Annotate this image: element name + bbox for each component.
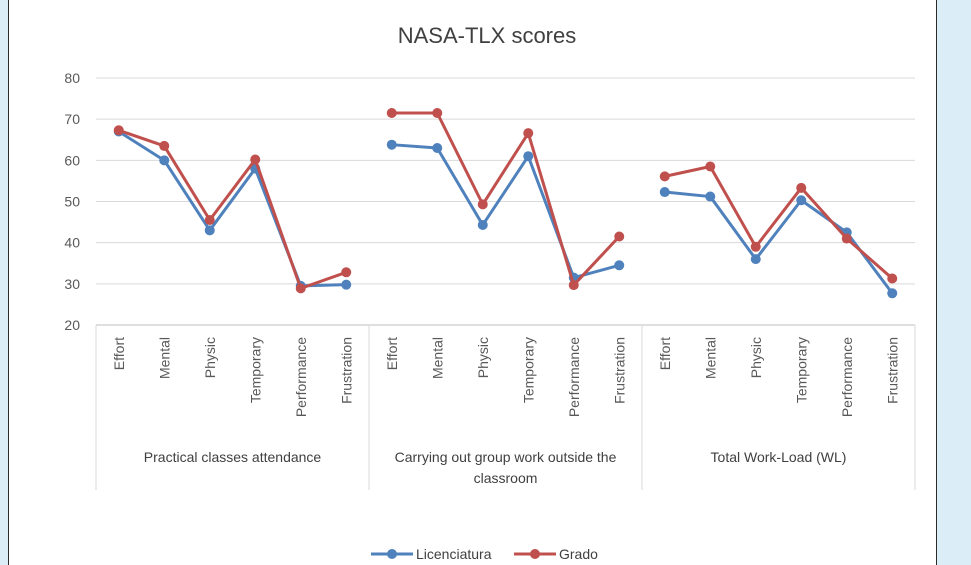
data-point bbox=[796, 182, 807, 193]
series-line bbox=[664, 190, 894, 295]
data-point bbox=[705, 191, 716, 202]
data-point bbox=[750, 254, 761, 265]
data-point bbox=[250, 154, 261, 165]
data-point bbox=[477, 199, 488, 210]
legend-label: Licenciatura bbox=[416, 546, 492, 562]
x-tick-label: Temporary bbox=[520, 337, 536, 403]
legend-item: Grado bbox=[514, 546, 598, 562]
chart-title: NASA-TLX scores bbox=[398, 23, 577, 48]
x-tick-label: Effort bbox=[111, 337, 127, 370]
x-tick-label: Performance bbox=[839, 337, 855, 417]
y-tick-label: 30 bbox=[64, 276, 80, 292]
group-label: Total Work-Load (WL) bbox=[711, 449, 847, 465]
data-point bbox=[341, 267, 352, 278]
y-tick-label: 80 bbox=[64, 70, 80, 86]
data-point bbox=[659, 171, 670, 182]
data-point bbox=[432, 107, 443, 118]
legend: Licenciatura Grado bbox=[371, 546, 598, 562]
series-line bbox=[664, 165, 894, 280]
data-point bbox=[523, 151, 534, 162]
x-tick-label: Performance bbox=[293, 337, 309, 417]
x-axis: Effort Mental Physic Temporary Performance Fr… bbox=[95, 325, 916, 490]
series-line bbox=[391, 143, 620, 280]
data-point bbox=[113, 125, 124, 136]
x-tick-label: Effort bbox=[384, 337, 400, 370]
data-point bbox=[523, 128, 534, 139]
data-point bbox=[341, 279, 352, 290]
data-point bbox=[796, 195, 807, 206]
data-point bbox=[614, 260, 625, 271]
x-tick-label: Temporary bbox=[247, 337, 263, 403]
data-point bbox=[659, 187, 670, 198]
series-grado bbox=[113, 107, 898, 294]
x-tick-label: Physic bbox=[748, 337, 764, 378]
data-point bbox=[568, 280, 579, 291]
data-point bbox=[159, 140, 170, 151]
data-point bbox=[159, 155, 170, 166]
group-label: Carrying out group work outside the bbox=[395, 449, 617, 465]
x-tick-label: Physic bbox=[475, 337, 491, 378]
y-tick-label: 40 bbox=[64, 235, 80, 251]
x-tick-label: Mental bbox=[429, 337, 445, 379]
y-tick-label: 60 bbox=[64, 152, 80, 168]
y-tick-label: 50 bbox=[64, 194, 80, 210]
series-line bbox=[118, 128, 347, 290]
x-tick-label: Temporary bbox=[793, 337, 809, 403]
data-point bbox=[477, 219, 488, 230]
series-lines bbox=[113, 107, 898, 299]
x-tick-label: Mental bbox=[702, 337, 718, 379]
chart-frame: NASA-TLX scores 20 30 40 50 60 70 80 Effort Men… bbox=[8, 0, 937, 565]
data-point bbox=[887, 288, 898, 299]
x-tick-label: Effort bbox=[657, 337, 673, 370]
legend-marker bbox=[387, 549, 397, 559]
group-label: classroom bbox=[474, 470, 538, 486]
x-tick-label: Mental bbox=[156, 337, 172, 379]
data-point bbox=[705, 161, 716, 172]
legend-item: Licenciatura bbox=[371, 546, 492, 562]
x-tick-label: Physic bbox=[202, 337, 218, 378]
y-tick-label: 70 bbox=[64, 111, 80, 127]
data-point bbox=[614, 231, 625, 242]
data-point bbox=[204, 225, 215, 236]
line-chart: NASA-TLX scores 20 30 40 50 60 70 80 Effort Men… bbox=[64, 23, 916, 562]
data-point bbox=[204, 215, 215, 226]
y-tick-label: 20 bbox=[64, 317, 80, 333]
series-line bbox=[391, 111, 621, 287]
data-point bbox=[887, 273, 898, 284]
data-point bbox=[432, 142, 443, 153]
data-point bbox=[295, 283, 306, 294]
data-point bbox=[386, 139, 397, 150]
legend-marker bbox=[530, 549, 540, 559]
x-tick-label: Frustration bbox=[611, 337, 627, 404]
x-tick-label: Performance bbox=[566, 337, 582, 417]
legend-label: Grado bbox=[559, 546, 598, 562]
group-label: Practical classes attendance bbox=[144, 449, 322, 465]
x-tick-label: Frustration bbox=[338, 337, 354, 404]
series-line bbox=[117, 130, 347, 288]
y-axis-ticks: 20 30 40 50 60 70 80 bbox=[64, 70, 80, 333]
data-point bbox=[386, 107, 397, 118]
x-tick-label: Frustration bbox=[884, 337, 900, 404]
series-licenciatura bbox=[113, 126, 898, 299]
data-point bbox=[750, 241, 761, 252]
data-point bbox=[841, 233, 852, 244]
